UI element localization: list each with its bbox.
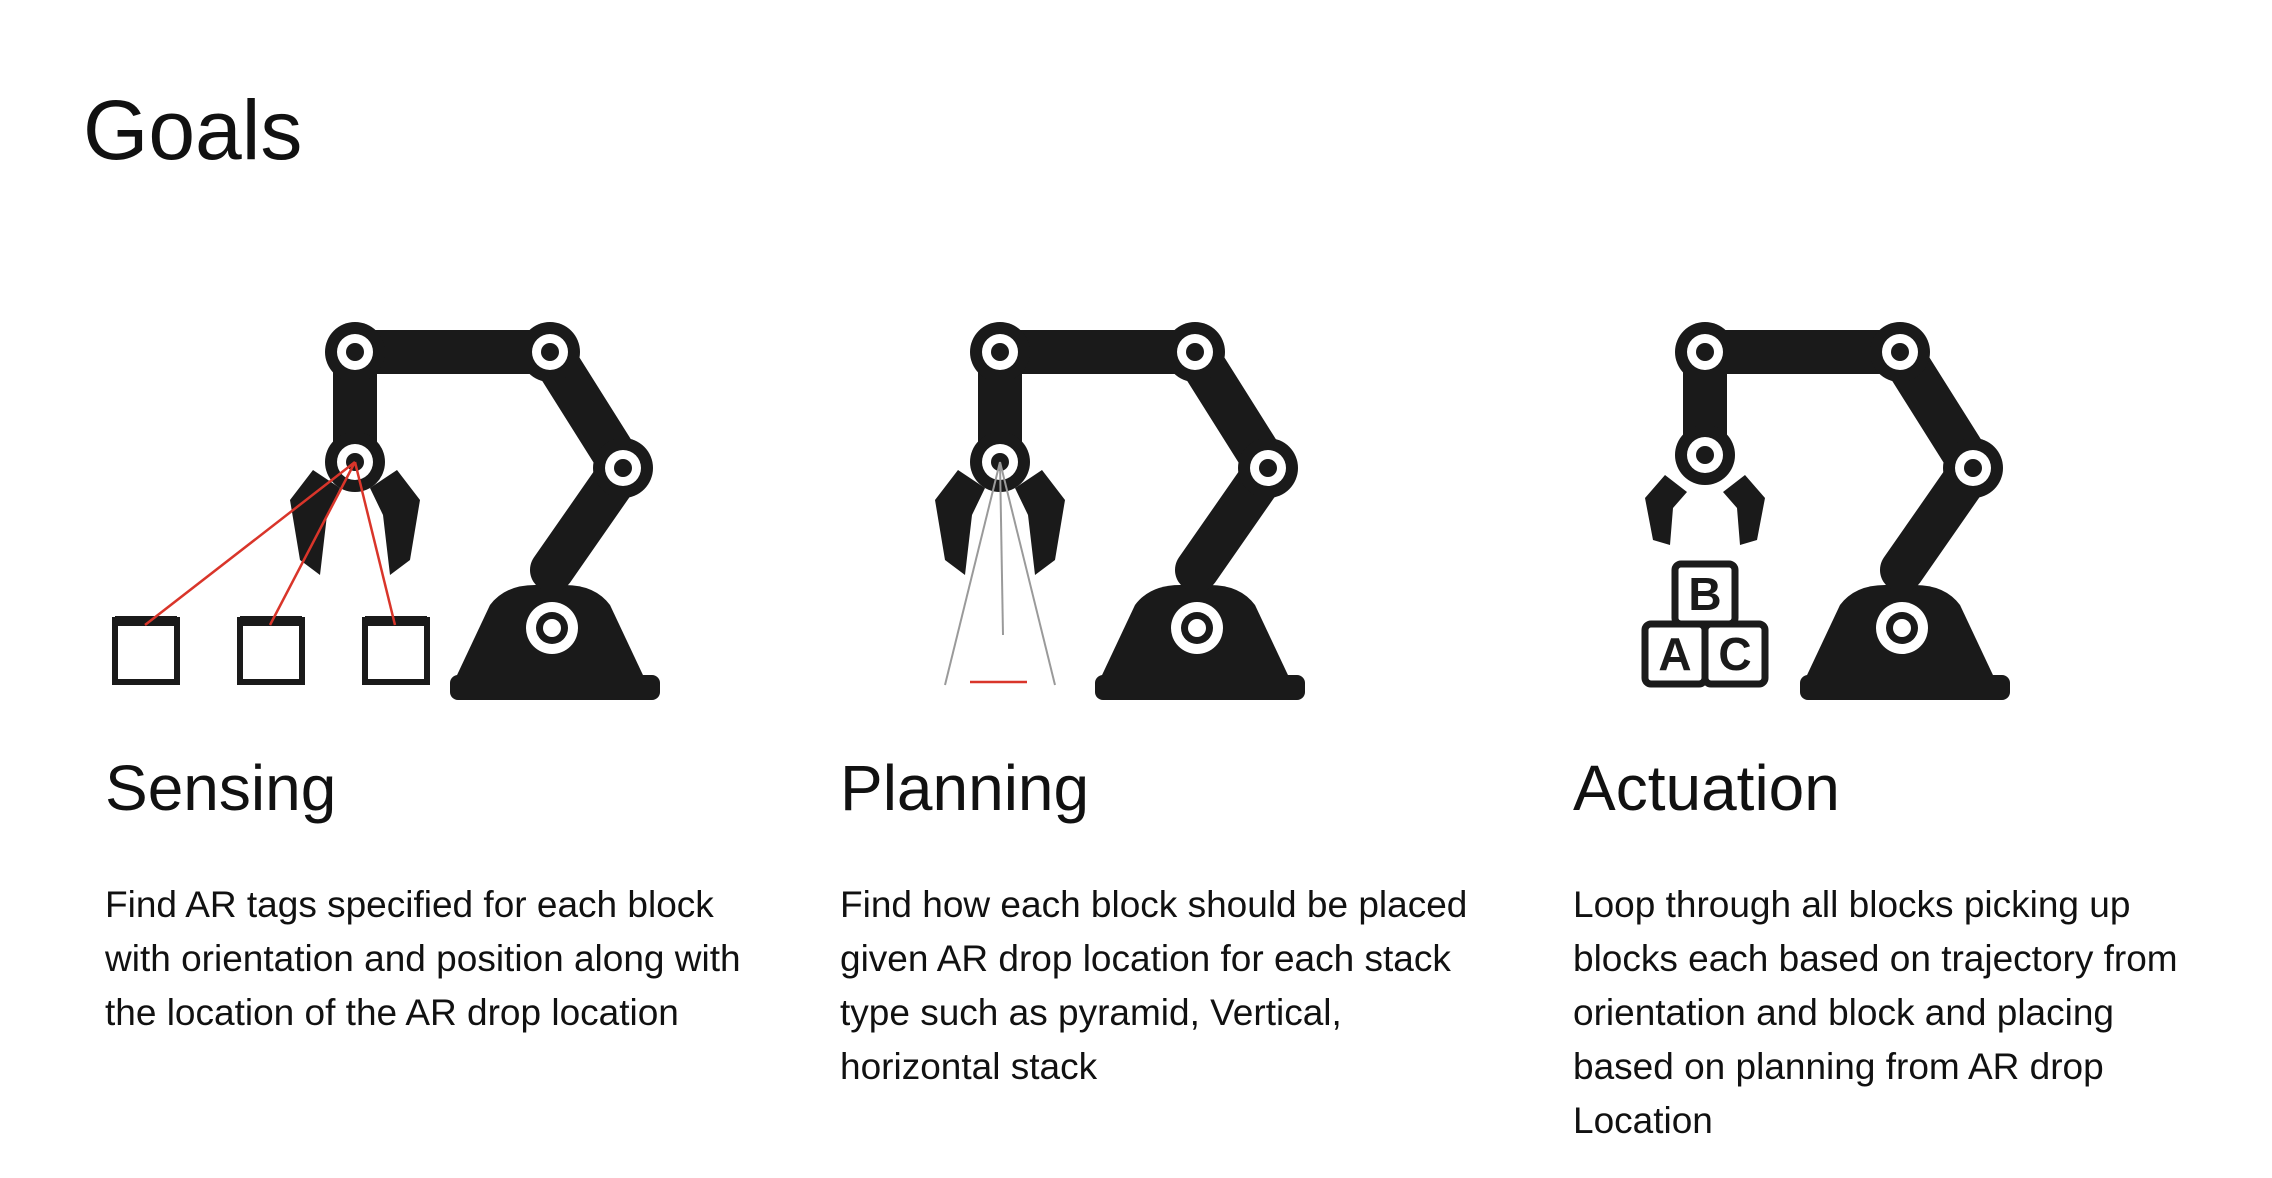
block-letter-a: A xyxy=(1658,628,1691,680)
robot-arm-planning-icon xyxy=(935,322,1305,700)
block-letter-c: C xyxy=(1718,628,1751,680)
planning-cone xyxy=(944,461,1056,686)
robot-arm xyxy=(935,322,1305,700)
block-letter-b: B xyxy=(1688,568,1721,620)
planning-heading: Planning xyxy=(840,752,1090,824)
actuation-description: Loop through all blocks picking up block… xyxy=(1573,884,2178,1141)
planning-description: Find how each block should be placed giv… xyxy=(840,884,1468,1087)
robot-arm-sensing-icon xyxy=(112,322,660,700)
page-title: Goals xyxy=(83,83,303,177)
sensor-lines xyxy=(144,461,397,626)
sensing-description: Find AR tags specified for each block wi… xyxy=(105,884,741,1033)
actuation-heading: Actuation xyxy=(1573,752,1840,824)
ar-tag-blocks xyxy=(112,616,430,685)
sensing-heading: Sensing xyxy=(105,752,337,824)
robot-arm xyxy=(290,322,660,700)
abc-blocks-icon: B A C xyxy=(1641,560,1769,688)
robot-arm xyxy=(1645,322,2010,700)
robot-arm-actuation-icon: B A C xyxy=(1641,322,2010,700)
